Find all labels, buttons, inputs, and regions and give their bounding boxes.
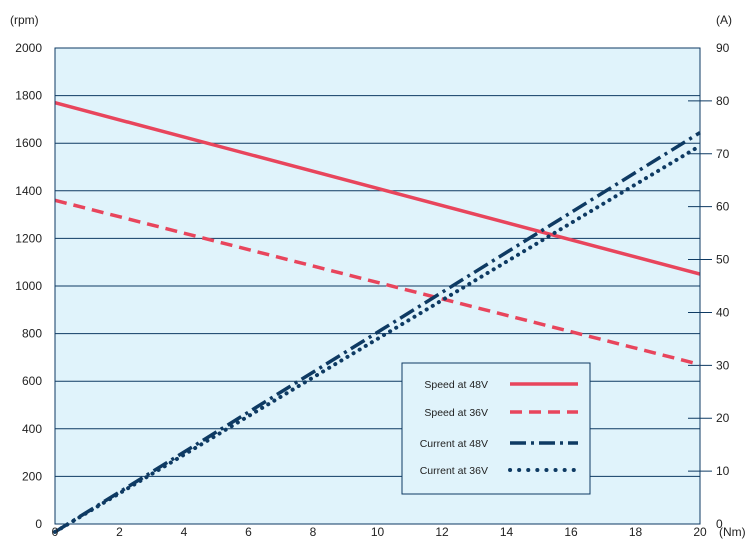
left-axis-tick-label: 2000: [15, 41, 42, 55]
x-axis-tick-label: 0: [52, 525, 59, 539]
x-axis-tick-label: 20: [693, 525, 707, 539]
legend-label-current-48v: Current at 48V: [420, 438, 488, 450]
grid-lines: [55, 95, 700, 477]
left-axis-tick-label: 400: [22, 422, 42, 436]
series-line-current-at-48v: [54, 131, 701, 534]
x-axis-tick-label: 8: [310, 525, 317, 539]
left-axis-tick-label: 800: [22, 327, 42, 341]
x-axis-tick-label: 14: [500, 525, 514, 539]
left-axis-tick-label: 1200: [15, 231, 42, 245]
x-axis-tick-label: 18: [629, 525, 643, 539]
series-line-current-at-36v: [53, 143, 702, 534]
x-axis-tick-label: 12: [435, 525, 449, 539]
right-axis-tick-label: 90: [716, 41, 730, 55]
right-axis-tick-label: 50: [716, 253, 730, 267]
right-axis-tick-label: 30: [716, 358, 730, 372]
left-axis-tick-label: 1400: [15, 184, 42, 198]
legend: Speed at 48V Speed at 36V Current at 48V…: [401, 362, 591, 495]
left-axis-tick-label: 1600: [15, 136, 42, 150]
left-axis-tick-label: 200: [22, 469, 42, 483]
right-axis-tick-label: 20: [716, 411, 730, 425]
right-axis-tick-label: 10: [716, 464, 730, 478]
x-axis-unit: (Nm): [719, 525, 746, 539]
plot-frame: [54, 47, 701, 525]
series-line-speed-at-36v: [54, 198, 701, 367]
x-axis-tick-label: 10: [371, 525, 385, 539]
right-axis-tick-label: 60: [716, 200, 730, 214]
legend-label-current-36v: Current at 36V: [420, 465, 488, 477]
left-axis-tick-label: 0: [35, 517, 42, 531]
right-axis-tick-label: 0: [716, 517, 723, 531]
left-axis-tick-label: 1000: [15, 279, 42, 293]
x-axis-tick-label: 6: [245, 525, 252, 539]
legend-label-speed-48v: Speed at 48V: [424, 379, 488, 391]
left-axis-unit: (rpm): [10, 13, 39, 27]
left-axis-tick-label: 600: [22, 374, 42, 388]
right-axis-tick-label: 40: [716, 305, 730, 319]
right-axis-unit: (A): [716, 13, 732, 27]
x-axis-tick-label: 4: [181, 525, 188, 539]
left-axis-tick-label: 1800: [15, 89, 42, 103]
right-axis-ticks: 0 10 20 30 40 50 60 70 80 90: [716, 41, 730, 531]
series-line-speed-at-48v: [54, 101, 701, 276]
series-lines: [53, 101, 702, 534]
x-axis-tick-label: 16: [564, 525, 578, 539]
left-axis-ticks: 0 200 400 600 800 1000 1200 1400 1600 1800 2000: [15, 41, 42, 531]
x-axis-tick-label: 2: [116, 525, 123, 539]
right-axis-tick-label: 80: [716, 94, 730, 108]
x-axis-ticks: 0 2 4 6 8 10 12 14 16 18 20: [52, 525, 707, 539]
right-axis-tick-label: 70: [716, 147, 730, 161]
legend-label-speed-36v: Speed at 36V: [424, 407, 488, 419]
